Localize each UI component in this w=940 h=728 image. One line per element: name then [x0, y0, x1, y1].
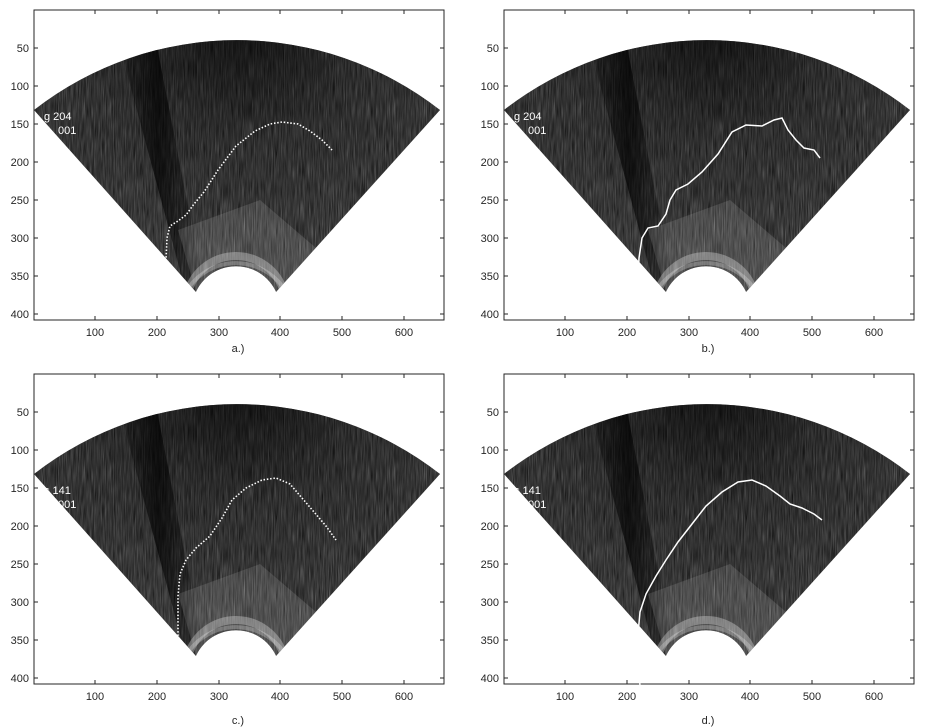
contour-trace: [637, 479, 823, 687]
frame-label: 001: [58, 125, 76, 137]
x-tick-label: 600: [865, 691, 883, 703]
frame-label: 001: [58, 499, 76, 511]
y-tick-label: 100: [11, 445, 29, 457]
frame-label: 001: [528, 125, 546, 137]
x-tick-label: 200: [148, 691, 166, 703]
x-tick-label: 600: [395, 327, 413, 339]
panel-caption: c.): [232, 715, 244, 727]
x-tick-label: 400: [741, 327, 759, 339]
patient-label: s 141: [514, 485, 541, 497]
x-tick-label: 600: [395, 691, 413, 703]
y-tick-label: 150: [11, 119, 29, 131]
contour-trace: [637, 117, 821, 300]
y-tick-label: 50: [17, 43, 29, 55]
x-tick-label: 400: [271, 327, 289, 339]
y-tick-label: 50: [17, 407, 29, 419]
x-tick-label: 300: [210, 691, 228, 703]
y-tick-label: 350: [11, 271, 29, 283]
x-tick-label: 300: [210, 327, 228, 339]
y-tick-label: 350: [481, 271, 499, 283]
panel-b: g 204 001 b.) 100 200 300 400 500 600 50 100 150…: [470, 0, 940, 364]
ultrasound-plot-d: s 141 001 d.) 100 200 300 400 500 600 50 100 150…: [481, 364, 940, 727]
y-tick-label: 400: [481, 309, 499, 321]
frame-label: 001: [528, 499, 546, 511]
y-tick-label: 100: [481, 81, 499, 93]
y-tick-label: 150: [481, 119, 499, 131]
panel-a: g 204 001 a.) 100 200 300 400 500 600 50 100 150…: [0, 0, 470, 364]
x-tick-label: 200: [618, 327, 636, 339]
y-tick-label: 250: [481, 559, 499, 571]
contour-trace: [177, 477, 337, 683]
x-tick-label: 600: [865, 327, 883, 339]
panel-d: s 141 001 d.) 100 200 300 400 500 600 50 100 150…: [470, 364, 940, 728]
ultrasound-plot-b: g 204 001 b.) 100 200 300 400 500 600 50 100 150…: [481, 0, 940, 355]
y-tick-label: 300: [11, 233, 29, 245]
y-tick-label: 200: [11, 157, 29, 169]
x-tick-label: 100: [556, 691, 574, 703]
y-tick-label: 400: [11, 673, 29, 685]
patient-label: s 141: [44, 485, 71, 497]
x-tick-label: 300: [680, 327, 698, 339]
y-tick-label: 100: [481, 445, 499, 457]
x-tick-label: 200: [148, 327, 166, 339]
y-tick-label: 250: [11, 559, 29, 571]
y-tick-label: 350: [11, 635, 29, 647]
patient-label: g 204: [514, 111, 542, 123]
y-tick-label: 150: [11, 483, 29, 495]
x-tick-label: 500: [803, 327, 821, 339]
y-tick-label: 400: [11, 309, 29, 321]
y-tick-label: 300: [481, 597, 499, 609]
ultrasound-plot-c: s 141 001 c.) 100 200 300 400 500 600 50 100 150…: [11, 364, 470, 727]
ultrasound-plot-a: g 204 001 a.) 100 200 300 400 500 600 50 100 150…: [11, 0, 470, 355]
y-tick-label: 300: [481, 233, 499, 245]
x-tick-label: 100: [556, 327, 574, 339]
patient-label: g 204: [44, 111, 72, 123]
x-tick-label: 100: [86, 691, 104, 703]
panel-caption: a.): [232, 343, 245, 355]
panel-c: s 141 001 c.) 100 200 300 400 500 600 50 100 150…: [0, 364, 470, 728]
y-tick-label: 50: [487, 407, 499, 419]
y-tick-label: 300: [11, 597, 29, 609]
x-tick-label: 400: [741, 691, 759, 703]
x-tick-label: 500: [333, 327, 351, 339]
y-tick-label: 100: [11, 81, 29, 93]
x-tick-label: 400: [271, 691, 289, 703]
y-tick-label: 200: [481, 157, 499, 169]
panel-caption: b.): [702, 343, 715, 355]
x-tick-label: 100: [86, 327, 104, 339]
y-tick-label: 200: [11, 521, 29, 533]
y-tick-label: 400: [481, 673, 499, 685]
contour-trace: [165, 121, 333, 311]
x-tick-label: 200: [618, 691, 636, 703]
panel-caption: d.): [702, 715, 715, 727]
x-tick-label: 500: [803, 691, 821, 703]
y-tick-label: 250: [481, 195, 499, 207]
x-tick-label: 300: [680, 691, 698, 703]
y-tick-label: 50: [487, 43, 499, 55]
y-tick-label: 250: [11, 195, 29, 207]
y-tick-label: 350: [481, 635, 499, 647]
x-tick-label: 500: [333, 691, 351, 703]
y-tick-label: 200: [481, 521, 499, 533]
y-tick-label: 150: [481, 483, 499, 495]
